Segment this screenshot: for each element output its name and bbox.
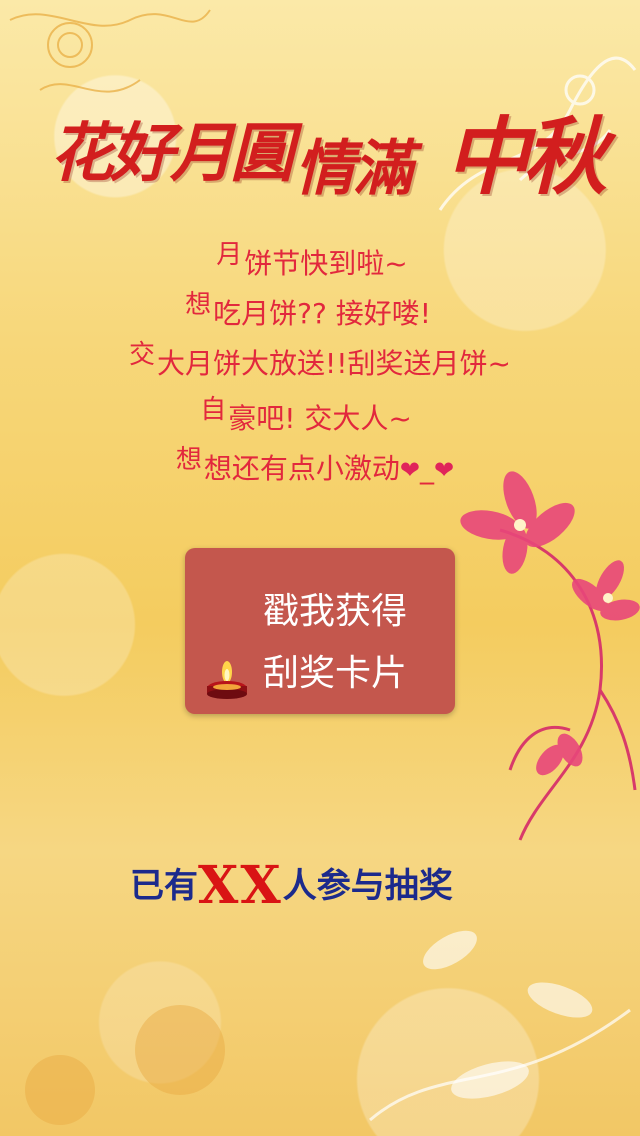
bottom-right-ornament	[369, 930, 631, 1122]
message-line-1-text: 饼节快到啦~	[244, 247, 408, 280]
cta-line-1: 戳我获得	[263, 591, 408, 632]
message-line-2-initial: 想	[185, 290, 212, 320]
message-line-1: 月饼节快到啦~	[0, 242, 632, 280]
message-line-4: 自豪吧! 交大人~	[0, 397, 626, 435]
title-part-1: 花好月圓	[50, 116, 294, 191]
corner-flower-ornament	[9, 9, 211, 93]
heart-icon: ❤	[399, 456, 421, 484]
title-part-2: 情滿	[295, 134, 413, 204]
message-line-1-initial: 月	[216, 240, 243, 270]
candle-icon	[207, 661, 247, 699]
message-line-2-text: 吃月饼?? 接好喽!	[213, 297, 431, 330]
top-right-ornament	[438, 56, 637, 211]
participants-prefix: 已有	[130, 866, 198, 906]
bottom-left-ornament	[25, 1005, 225, 1125]
message-line-4-initial: 自	[200, 395, 227, 425]
participant-count: 已有XX人参与抽奖	[130, 855, 453, 916]
pink-flower-decoration	[460, 471, 640, 841]
message-line-5-text: 想还有点小激动	[203, 452, 400, 485]
message-line-3-text: 大月饼大放送!!刮奖送月饼~	[157, 347, 511, 380]
heart-icon: ❤	[434, 456, 455, 484]
participants-count-value: XX	[198, 855, 283, 916]
festival-title: 花好月圓 情滿 中秋	[40, 90, 620, 240]
message-line-5-initial: 想	[175, 445, 202, 475]
title-part-3: 中秋	[445, 107, 607, 206]
get-scratch-card-button[interactable]: 戳我获得 刮奖卡片	[185, 548, 455, 714]
message-line-3: 交大月饼大放送!!刮奖送月饼~	[0, 342, 640, 380]
message-line-5-tail: _	[420, 452, 435, 485]
participants-suffix: 人参与抽奖	[282, 866, 453, 906]
message-line-4-text: 豪吧! 交大人~	[228, 402, 412, 435]
message-line-5: 想想还有点小激动❤_❤	[0, 447, 635, 485]
message-line-3-initial: 交	[129, 340, 156, 370]
cta-line-2: 刮奖卡片	[263, 653, 408, 694]
message-line-2: 想吃月饼?? 接好喽!	[0, 292, 628, 330]
